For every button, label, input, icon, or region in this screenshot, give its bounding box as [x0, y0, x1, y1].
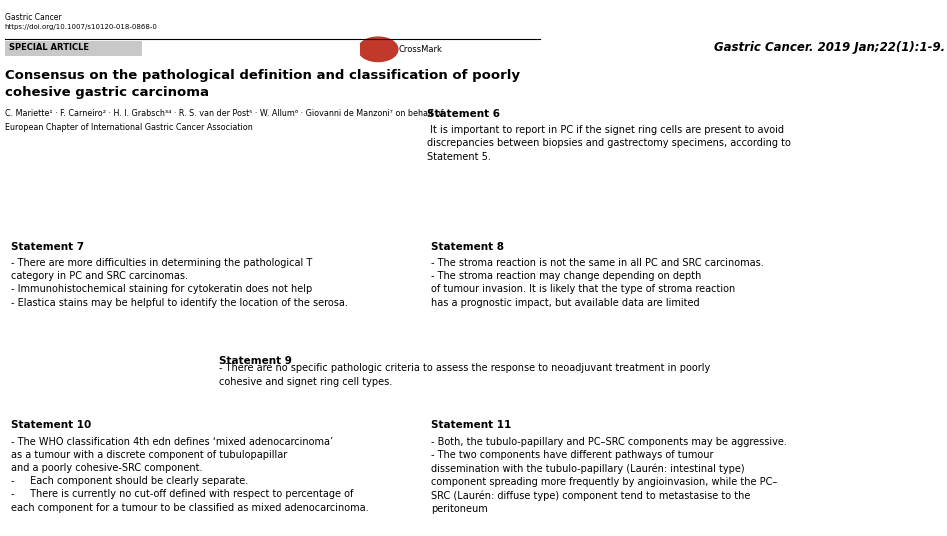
- Text: Consensus on the pathological definition and classification of poorly: Consensus on the pathological definition…: [5, 69, 520, 81]
- Text: Statement 7: Statement 7: [10, 242, 84, 252]
- Text: Statement 11: Statement 11: [431, 420, 511, 430]
- Text: European Chapter of International Gastric Cancer Association: European Chapter of International Gastri…: [5, 123, 253, 132]
- Text: Statement 10: Statement 10: [10, 420, 91, 430]
- Circle shape: [358, 37, 398, 62]
- Text: Gastric Cancer: Gastric Cancer: [5, 13, 62, 23]
- Text: Gastric Cancer. 2019 Jan;22(1):1-9.: Gastric Cancer. 2019 Jan;22(1):1-9.: [714, 41, 945, 54]
- Text: C. Mariette¹ · F. Carneiro² · H. I. Grabsch³⁴ · R. S. van der Post⁵ · W. Allum⁶ : C. Mariette¹ · F. Carneiro² · H. I. Grab…: [5, 109, 443, 118]
- Text: https://doi.org/10.1007/s10120-018-0868-0: https://doi.org/10.1007/s10120-018-0868-…: [5, 24, 157, 30]
- Text: - There are no specific pathologic criteria to assess the response to neoadjuvan: - There are no specific pathologic crite…: [220, 363, 710, 386]
- Text: Statement 6: Statement 6: [427, 109, 500, 118]
- Text: - There are more difficulties in determining the pathological T
category in PC a: - There are more difficulties in determi…: [10, 258, 348, 308]
- Text: - The stroma reaction is not the same in all PC and SRC carcinomas.
- The stroma: - The stroma reaction is not the same in…: [431, 258, 764, 308]
- Text: SPECIAL ARTICLE: SPECIAL ARTICLE: [9, 43, 89, 51]
- Text: - Both, the tubulo-papillary and PC–SRC components may be aggressive.
- The two : - Both, the tubulo-papillary and PC–SRC …: [431, 436, 787, 514]
- Text: Statement 9: Statement 9: [220, 355, 293, 366]
- Text: Statement 8: Statement 8: [431, 242, 504, 252]
- Text: cohesive gastric carcinoma: cohesive gastric carcinoma: [5, 86, 208, 99]
- Text: CrossMark: CrossMark: [399, 45, 443, 54]
- Text: It is important to report in PC if the signet ring cells are present to avoid
di: It is important to report in PC if the s…: [427, 125, 791, 161]
- Text: - The WHO classification 4th edn defines ‘mixed adenocarcinoma’
as a tumour with: - The WHO classification 4th edn defines…: [10, 436, 368, 512]
